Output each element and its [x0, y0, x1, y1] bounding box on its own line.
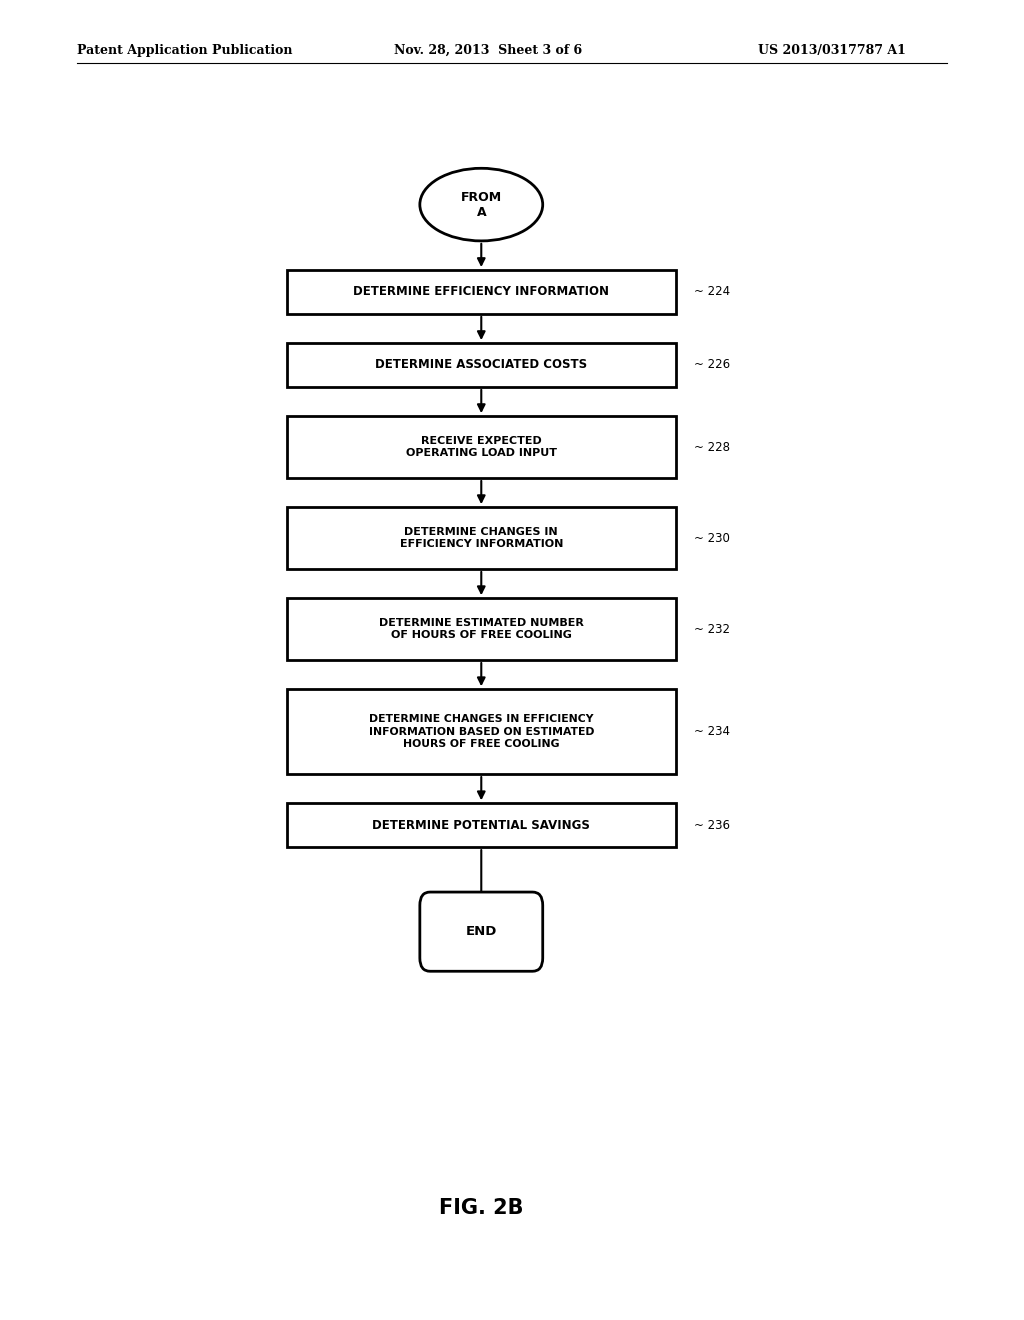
- Bar: [287, 343, 676, 387]
- Text: DETERMINE EFFICIENCY INFORMATION: DETERMINE EFFICIENCY INFORMATION: [353, 285, 609, 298]
- Text: ~ 230: ~ 230: [694, 532, 730, 545]
- Bar: [287, 803, 676, 847]
- Bar: [287, 689, 676, 774]
- Text: RECEIVE EXPECTED
OPERATING LOAD INPUT: RECEIVE EXPECTED OPERATING LOAD INPUT: [406, 436, 557, 458]
- Text: US 2013/0317787 A1: US 2013/0317787 A1: [758, 44, 905, 57]
- FancyBboxPatch shape: [420, 892, 543, 972]
- Text: FIG. 2B: FIG. 2B: [439, 1197, 523, 1218]
- Text: ~ 224: ~ 224: [694, 285, 730, 298]
- Text: DETERMINE CHANGES IN
EFFICIENCY INFORMATION: DETERMINE CHANGES IN EFFICIENCY INFORMAT…: [399, 527, 563, 549]
- Text: ~ 228: ~ 228: [694, 441, 730, 454]
- Bar: [287, 271, 676, 314]
- Text: DETERMINE ASSOCIATED COSTS: DETERMINE ASSOCIATED COSTS: [375, 359, 588, 371]
- Ellipse shape: [420, 169, 543, 242]
- Text: Nov. 28, 2013  Sheet 3 of 6: Nov. 28, 2013 Sheet 3 of 6: [394, 44, 583, 57]
- Text: DETERMINE ESTIMATED NUMBER
OF HOURS OF FREE COOLING: DETERMINE ESTIMATED NUMBER OF HOURS OF F…: [379, 618, 584, 640]
- Bar: [287, 598, 676, 660]
- Text: ~ 236: ~ 236: [694, 818, 730, 832]
- Text: END: END: [466, 925, 497, 939]
- Text: Patent Application Publication: Patent Application Publication: [77, 44, 292, 57]
- Text: ~ 234: ~ 234: [694, 725, 730, 738]
- Bar: [287, 507, 676, 569]
- Text: ~ 232: ~ 232: [694, 623, 730, 636]
- Text: FROM
A: FROM A: [461, 190, 502, 219]
- Bar: [287, 416, 676, 478]
- Text: ~ 226: ~ 226: [694, 359, 730, 371]
- Text: DETERMINE POTENTIAL SAVINGS: DETERMINE POTENTIAL SAVINGS: [373, 818, 590, 832]
- Text: DETERMINE CHANGES IN EFFICIENCY
INFORMATION BASED ON ESTIMATED
HOURS OF FREE COO: DETERMINE CHANGES IN EFFICIENCY INFORMAT…: [369, 714, 594, 748]
